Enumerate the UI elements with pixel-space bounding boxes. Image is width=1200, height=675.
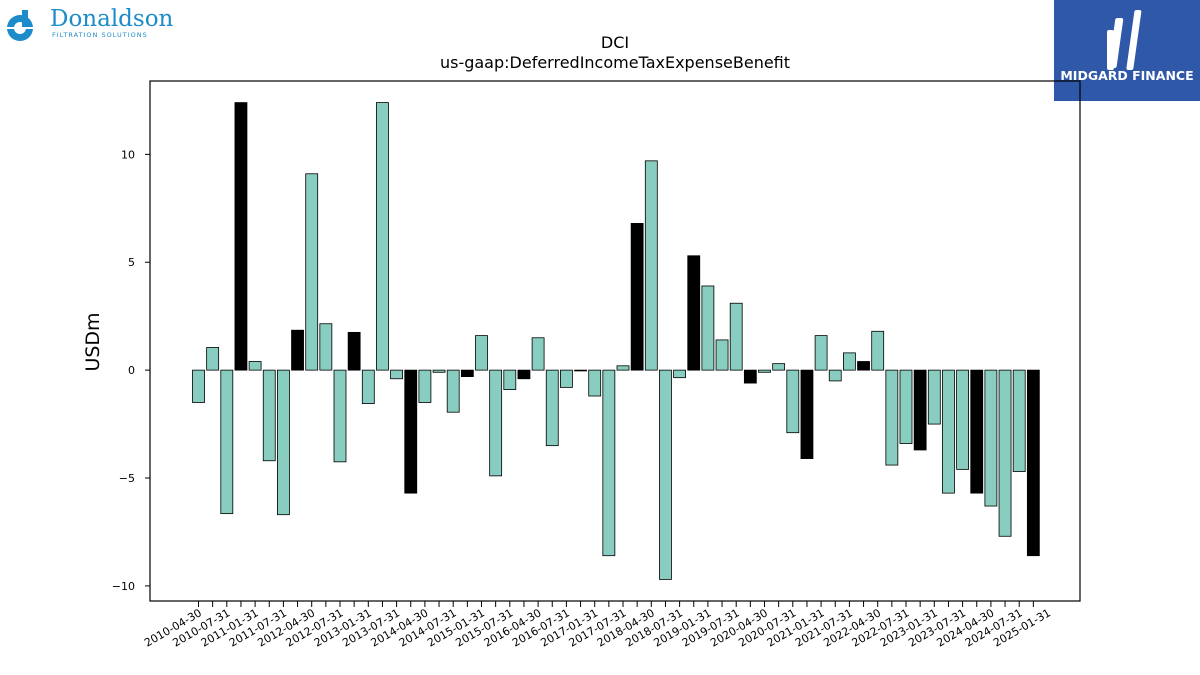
bar — [814, 335, 828, 371]
midgard-logo-mark — [1107, 10, 1142, 70]
bars-group — [192, 102, 1040, 580]
bar — [800, 369, 814, 459]
y-tick-label: 5 — [128, 256, 135, 269]
bar — [659, 369, 672, 580]
bar — [206, 347, 220, 371]
bar — [460, 369, 474, 378]
bar — [913, 369, 927, 451]
bar — [687, 255, 701, 371]
bar — [361, 369, 375, 404]
bar — [319, 323, 333, 371]
bar — [828, 369, 842, 382]
y-axis-label: USDm — [82, 312, 104, 371]
bar — [857, 361, 870, 371]
bar — [347, 331, 361, 371]
bar — [291, 329, 304, 371]
bar — [758, 369, 771, 373]
bar — [1012, 369, 1026, 472]
bar — [871, 330, 885, 371]
bar — [970, 369, 984, 494]
bar — [786, 369, 800, 434]
bar — [602, 369, 616, 557]
bar — [517, 369, 531, 380]
bar — [743, 369, 757, 384]
bar — [729, 302, 743, 371]
bar — [630, 223, 644, 371]
midgard-finance-logo: MIDGARD FINANCE — [1054, 0, 1200, 101]
bar — [984, 369, 998, 507]
bar — [998, 369, 1012, 537]
midgard-logo-graphic: MIDGARD FINANCE — [1060, 10, 1194, 83]
bar — [899, 369, 913, 444]
donaldson-wordmark: Donaldson — [50, 6, 174, 32]
y-tick-label: 10 — [121, 148, 135, 161]
bar — [588, 369, 602, 397]
bar — [262, 369, 276, 462]
donaldson-tagline: FILTRATION SOLUTIONS — [52, 31, 148, 39]
bar — [390, 369, 404, 380]
donaldson-logo-graphic: Donaldson FILTRATION SOLUTIONS — [7, 6, 174, 41]
chart-title: DCI — [601, 33, 629, 52]
bar — [927, 369, 941, 425]
bar — [843, 352, 856, 371]
y-tick-label: 0 — [128, 364, 135, 377]
bar — [192, 369, 205, 403]
donaldson-logo: Donaldson FILTRATION SOLUTIONS — [4, 4, 174, 46]
bar — [305, 173, 319, 371]
bar — [531, 337, 545, 371]
bar — [276, 369, 290, 516]
y-tick-label: −10 — [112, 580, 135, 593]
chart-subtitle: us-gaap:DeferredIncomeTaxExpenseBenefit — [440, 53, 790, 72]
bar — [1026, 369, 1040, 557]
bar — [701, 285, 715, 371]
bar — [446, 369, 460, 413]
bar — [418, 369, 432, 403]
bar — [220, 369, 234, 515]
bar — [885, 369, 899, 466]
bar — [545, 369, 559, 447]
bar — [644, 160, 658, 371]
bar — [503, 369, 517, 390]
y-ticks-group: −10 −5 0 5 10 — [112, 148, 150, 593]
midgard-wordmark: MIDGARD FINANCE — [1060, 68, 1193, 83]
bar — [248, 361, 262, 371]
bar — [234, 102, 248, 371]
bar — [956, 369, 969, 470]
bar — [489, 369, 503, 477]
bar — [404, 369, 418, 494]
bar — [616, 365, 630, 371]
y-tick-label: −5 — [119, 472, 135, 485]
bar — [715, 339, 729, 371]
plot-frame — [149, 80, 1081, 602]
bar — [673, 369, 686, 379]
bar — [475, 335, 488, 371]
bar — [942, 369, 955, 494]
bar — [376, 102, 389, 371]
bar — [560, 369, 573, 388]
bar — [432, 369, 446, 373]
bar — [333, 369, 347, 463]
bar — [772, 363, 786, 371]
bar — [574, 369, 587, 372]
x-ticks-group: 2010-04-302010-07-312011-01-312011-07-31… — [142, 601, 1053, 650]
